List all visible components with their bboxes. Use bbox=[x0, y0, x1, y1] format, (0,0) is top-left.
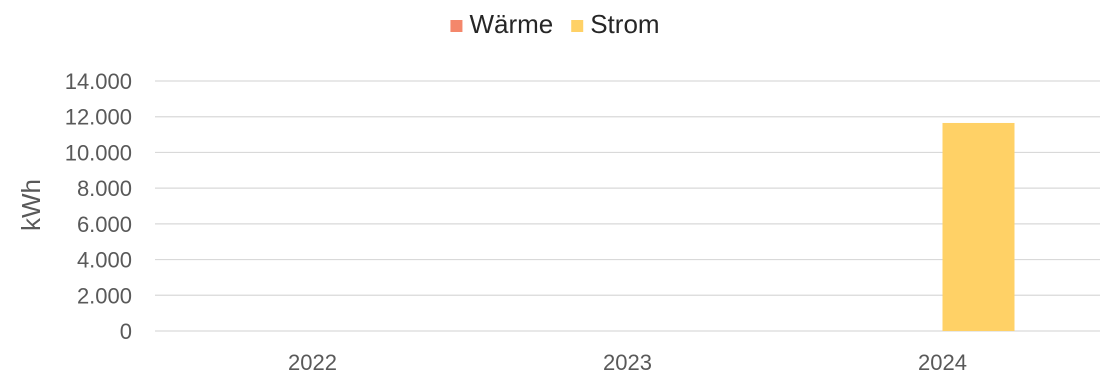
y-tick-label: 14.000 bbox=[65, 69, 132, 94]
y-tick-label: 8.000 bbox=[77, 176, 132, 201]
x-tick-label: 2022 bbox=[288, 350, 337, 374]
x-tick-label: 2023 bbox=[603, 350, 652, 374]
y-axis-title: kWh bbox=[16, 179, 46, 231]
legend-label: Wärme bbox=[469, 9, 553, 39]
y-tick-label: 0 bbox=[120, 319, 132, 344]
x-tick-label: 2024 bbox=[918, 350, 967, 374]
y-tick-label: 2.000 bbox=[77, 283, 132, 308]
y-tick-label: 6.000 bbox=[77, 212, 132, 237]
legend-label: Strom bbox=[590, 9, 659, 39]
x-axis-ticks: 2022 2023 2024 bbox=[288, 350, 967, 374]
bars bbox=[942, 122, 1015, 331]
y-tick-label: 4.000 bbox=[77, 248, 132, 273]
legend: Wärme Strom bbox=[450, 9, 660, 39]
bar-strom-2024 bbox=[942, 122, 1015, 331]
gridlines bbox=[155, 80, 1100, 332]
y-tick-label: 12.000 bbox=[65, 105, 132, 130]
legend-swatch-wärme bbox=[450, 20, 463, 32]
legend-swatch-strom bbox=[571, 20, 584, 32]
y-axis-ticks: 0 2.000 4.000 6.000 8.000 10.000 12.000 14.000 bbox=[65, 69, 132, 344]
y-tick-label: 10.000 bbox=[65, 140, 132, 165]
